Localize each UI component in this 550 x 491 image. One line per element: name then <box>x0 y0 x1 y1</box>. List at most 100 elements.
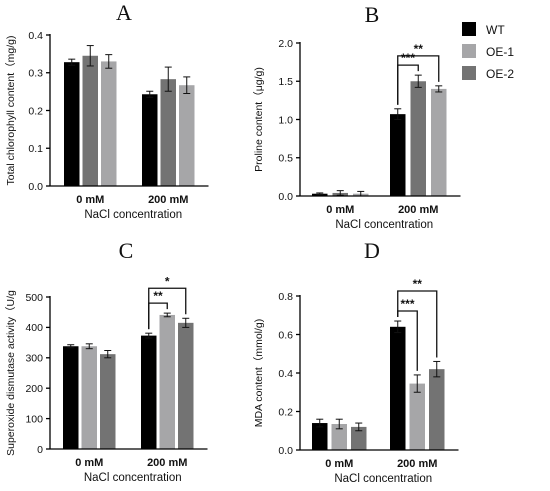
legend-swatch-oe1 <box>462 44 476 58</box>
bar <box>63 346 79 449</box>
x-axis-label: NaCl concentration <box>335 219 433 231</box>
y-tick-label: 0.4 <box>28 30 43 42</box>
x-tick-label: 0 mM <box>75 457 103 469</box>
y-tick-label: 0.8 <box>278 291 293 303</box>
y-tick-label: 0.3 <box>28 68 43 80</box>
x-tick-label: 200 mM <box>148 194 188 206</box>
significance-label: *** <box>400 297 414 311</box>
y-tick-label: 0.0 <box>278 191 293 203</box>
y-axis-label: Superoxide dismutase activity（U/g <box>5 290 17 456</box>
bar <box>390 114 406 196</box>
error-bar <box>86 45 94 67</box>
x-tick-label: 200 mM <box>398 204 438 216</box>
y-axis-label: Total chlorophyll content（mg/g) <box>5 36 17 186</box>
error-bar <box>335 418 343 430</box>
y-tick-label: 0.0 <box>278 445 293 457</box>
legend-swatch-wt <box>462 22 476 36</box>
panel-label: C <box>119 238 134 263</box>
error-bar <box>433 360 441 378</box>
significance-label: * <box>165 274 170 288</box>
x-axis-label: NaCl concentration <box>334 473 432 485</box>
error-bar <box>413 374 421 393</box>
bar <box>390 326 406 450</box>
x-axis-label: NaCl concentration <box>84 472 182 484</box>
legend-label-oe1: OE-1 <box>486 45 514 59</box>
bar <box>81 346 97 449</box>
bar <box>409 383 425 450</box>
significance-label: ** <box>414 42 424 56</box>
bar <box>331 424 347 450</box>
legend: WT OE-1 OE-2 <box>462 22 514 81</box>
error-bar <box>105 54 113 69</box>
y-tick-label: 0.4 <box>278 368 293 380</box>
y-tick-label: 0.0 <box>28 181 43 193</box>
y-tick-label: 1.0 <box>278 114 293 126</box>
y-tick-label: 0.5 <box>278 153 293 165</box>
panel-a: A 0.0 0.1 0.2 0.3 0.4 0 mM 200 mM NaCl concentra… <box>5 0 209 221</box>
x-tick-label: 200 mM <box>147 457 187 469</box>
error-bar <box>85 343 93 350</box>
bar <box>101 61 117 186</box>
x-tick-label: 0 mM <box>325 458 353 470</box>
y-tick-label: 0.6 <box>278 329 293 341</box>
bar <box>64 62 80 186</box>
error-bar <box>316 418 324 428</box>
legend-label-wt: WT <box>486 23 505 37</box>
y-tick-label: 500 <box>25 292 43 304</box>
error-bar <box>163 312 171 318</box>
y-tick-label: 200 <box>25 383 43 395</box>
panel-label: B <box>365 2 380 27</box>
panel-d: D 0.0 0.2 0.4 0.6 0.8 0 mM 200 mM NaCl concentra… <box>253 238 459 485</box>
y-tick-label: 300 <box>25 353 43 365</box>
x-tick-label: 0 mM <box>76 194 104 206</box>
y-tick-label: 400 <box>25 322 43 334</box>
significance-bracket: ** <box>397 277 438 358</box>
error-bar <box>67 344 75 349</box>
error-bar <box>355 422 363 432</box>
bar <box>429 369 445 450</box>
y-tick-label: 0.2 <box>28 105 43 117</box>
bar <box>179 85 195 186</box>
bar <box>142 94 158 186</box>
significance-label: *** <box>401 51 415 65</box>
significance-bracket: ** <box>397 42 440 105</box>
panel-label: A <box>116 0 132 25</box>
panel-c: C 0 100 200 300 400 500 0 mM 200 mM NaCl concentr… <box>5 238 208 484</box>
y-axis-label: Proline content（μg/g) <box>253 67 265 172</box>
bar <box>100 354 116 449</box>
y-tick-label: 1.5 <box>278 76 293 88</box>
bar <box>431 88 447 196</box>
y-tick-label: 100 <box>25 413 43 425</box>
error-bar <box>183 76 191 95</box>
bar <box>82 55 98 187</box>
error-bar <box>164 66 172 92</box>
x-tick-label: 0 mM <box>326 204 354 216</box>
x-axis-label: NaCl concentration <box>84 209 182 221</box>
panel-label: D <box>364 238 380 263</box>
error-bar <box>145 332 153 339</box>
legend-label-oe2: OE-2 <box>486 67 514 81</box>
error-bar <box>104 350 112 359</box>
y-tick-label: 2.0 <box>278 38 293 50</box>
error-bar <box>182 317 190 328</box>
error-bar <box>394 320 402 334</box>
y-tick-label: 0 <box>37 444 43 456</box>
error-bar <box>414 74 422 88</box>
significance-bracket: * <box>148 274 187 330</box>
y-axis-label: MDA content（mmol/g) <box>253 319 265 428</box>
bar <box>312 423 328 450</box>
significance-label: ** <box>153 289 163 303</box>
significance-label: ** <box>413 277 423 291</box>
panels: A 0.0 0.1 0.2 0.3 0.4 0 mM 200 mM NaCl concentra… <box>5 0 461 485</box>
y-tick-label: 0.1 <box>28 143 43 155</box>
error-bar <box>68 58 76 66</box>
x-tick-label: 200 mM <box>397 458 437 470</box>
y-tick-label: 0.2 <box>278 406 293 418</box>
error-bar <box>435 85 443 93</box>
error-bar <box>394 108 402 120</box>
bar <box>160 79 176 186</box>
bar <box>178 322 194 449</box>
error-bar <box>336 190 344 196</box>
bar <box>141 335 157 449</box>
